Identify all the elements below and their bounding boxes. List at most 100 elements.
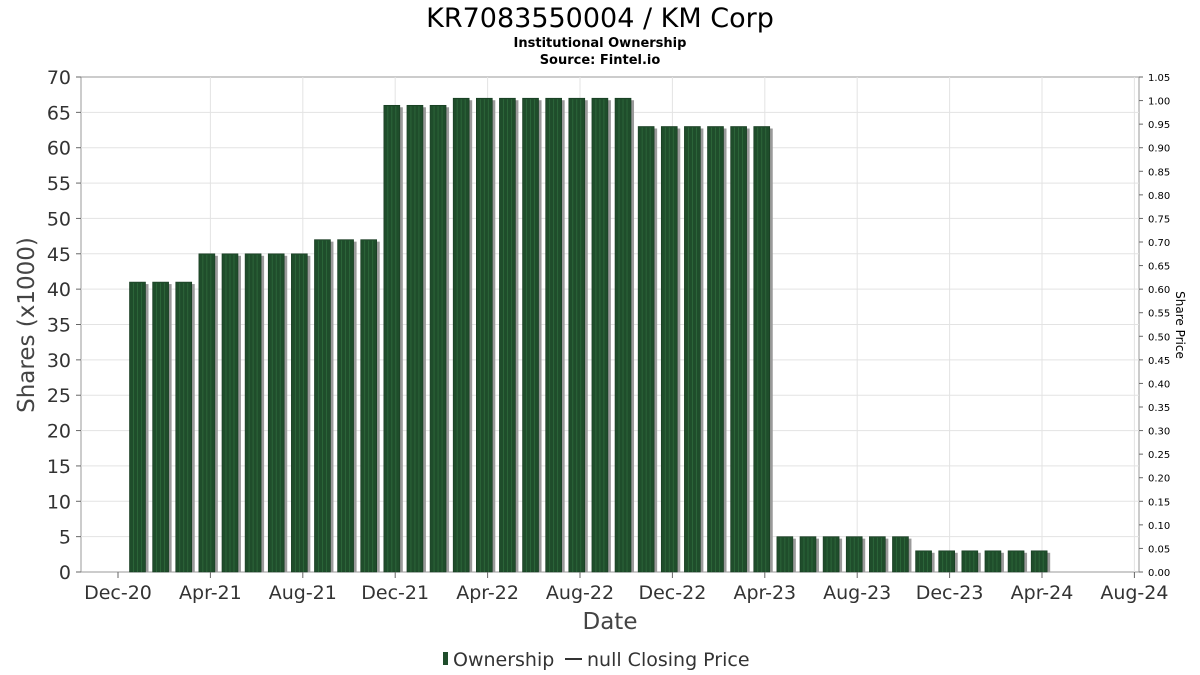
ownership-bar	[591, 97, 611, 573]
y-axis-label: Shares (x1000)	[14, 237, 40, 413]
ownership-bar	[198, 253, 218, 573]
ownership-bar	[406, 104, 426, 573]
y2-axis-label: Share Price	[1173, 291, 1187, 359]
ownership-bar	[267, 253, 288, 573]
ownership-bar	[753, 126, 773, 573]
ownership-bar	[175, 281, 195, 573]
x-tick-label: Aug-21	[269, 582, 337, 604]
y-tick-label: 10	[47, 491, 71, 513]
ownership-bar	[776, 536, 796, 573]
x-tick-label: Apr-23	[733, 582, 796, 604]
y2-tick-label: 0.55	[1148, 309, 1170, 320]
x-tick-label: Aug-22	[546, 582, 614, 604]
ownership-bar	[660, 126, 681, 573]
y2-tick-label: 0.65	[1148, 262, 1170, 273]
x-tick-label: Apr-22	[456, 582, 519, 604]
x-tick-label: Aug-23	[823, 582, 891, 604]
legend: Ownership null Closing Price	[443, 649, 750, 671]
y2-tick-label: 0.75	[1148, 214, 1170, 225]
ownership-bar	[129, 281, 149, 573]
bars-layer	[129, 97, 1051, 573]
ownership-bar	[429, 104, 450, 573]
y2-tick-label: 0.10	[1148, 521, 1170, 532]
y-tick-label: 45	[47, 244, 71, 266]
y-tick-label: 0	[59, 562, 71, 584]
ownership-bar	[1007, 550, 1028, 573]
ownership-bar	[568, 97, 588, 573]
chart-subtitle-line-2: Source: Fintel.io	[540, 53, 661, 68]
ownership-bar	[522, 97, 542, 573]
y2-tick-label: 0.90	[1148, 144, 1170, 155]
x-tick-label: Aug-24	[1100, 582, 1168, 604]
ownership-bar	[961, 550, 981, 573]
legend-ownership-swatch	[443, 652, 448, 665]
ownership-bar	[383, 104, 403, 573]
ownership-bar	[684, 126, 704, 573]
y-tick-label: 15	[47, 456, 71, 478]
ownership-bar	[984, 550, 1004, 573]
y-tick-label: 40	[47, 279, 71, 301]
x-axis-label: Date	[583, 609, 638, 635]
y2-tick-label: 1.00	[1148, 97, 1170, 108]
y2-tick-label: 0.70	[1148, 238, 1170, 249]
ownership-bar	[337, 239, 357, 573]
ownership-bar	[637, 126, 658, 573]
y2-tick-label: 0.35	[1148, 403, 1170, 414]
legend-ownership-label: Ownership	[453, 649, 554, 671]
y2-tick-label: 0.45	[1148, 356, 1170, 367]
y2-axis-ticks: 0.00 0.05 0.10 0.15 0.20 0.25 0.30 0.35 0.40 0.45…	[1139, 73, 1170, 579]
ownership-bar	[1030, 550, 1051, 573]
y-tick-label: 65	[47, 102, 71, 124]
y2-tick-label: 1.05	[1148, 73, 1170, 84]
ownership-bar	[545, 97, 565, 573]
x-tick-label: Dec-21	[361, 582, 429, 604]
y2-tick-label: 0.95	[1148, 120, 1170, 131]
x-tick-label: Apr-21	[179, 582, 242, 604]
y-tick-label: 20	[47, 421, 71, 443]
y-tick-label: 35	[47, 315, 71, 337]
ownership-bar	[221, 253, 241, 573]
x-tick-label: Apr-24	[1011, 582, 1074, 604]
x-tick-label: Dec-20	[84, 582, 152, 604]
chart-title: KR7083550004 / KM Corp	[426, 3, 774, 34]
y2-tick-label: 0.40	[1148, 379, 1170, 390]
ownership-bar	[499, 97, 519, 573]
ownership-bar	[822, 536, 843, 573]
y-tick-label: 25	[47, 385, 71, 407]
ownership-bar	[452, 97, 473, 573]
ownership-bar	[475, 97, 496, 573]
y2-tick-label: 0.20	[1148, 474, 1170, 485]
x-tick-label: Dec-23	[916, 582, 984, 604]
x-tick-label: Dec-22	[638, 582, 706, 604]
ownership-bar	[152, 281, 172, 573]
legend-closing-price-label: null Closing Price	[587, 649, 750, 671]
ownership-bar	[244, 253, 265, 573]
ownership-bar	[730, 126, 750, 573]
y-tick-label: 60	[47, 138, 71, 160]
y2-tick-label: 0.00	[1148, 568, 1170, 579]
y2-tick-label: 0.25	[1148, 450, 1170, 461]
ownership-bar	[845, 536, 866, 573]
y-tick-label: 70	[47, 67, 71, 89]
ownership-bar	[314, 239, 334, 573]
ownership-bar	[869, 536, 889, 573]
y-tick-label: 30	[47, 350, 71, 372]
y-tick-label: 50	[47, 208, 71, 230]
ownership-bar	[614, 97, 635, 573]
y2-tick-label: 0.60	[1148, 285, 1170, 296]
y-tick-label: 55	[47, 173, 71, 195]
y-tick-label: 5	[59, 527, 71, 549]
ownership-bar	[799, 536, 819, 573]
y2-tick-label: 0.15	[1148, 497, 1170, 508]
y2-tick-label: 0.30	[1148, 427, 1170, 438]
ownership-bar	[938, 550, 958, 573]
y2-tick-label: 0.05	[1148, 544, 1170, 555]
ownership-bar	[892, 536, 912, 573]
y2-tick-label: 0.85	[1148, 167, 1170, 178]
ownership-bar	[707, 126, 727, 573]
ownership-bar	[360, 239, 380, 573]
y2-tick-label: 0.80	[1148, 191, 1170, 202]
y-axis-ticks: 0 5 10 15 20 25 30 35 40 45 50 55 60 65 70	[47, 67, 81, 584]
chart-subtitle-line-1: Institutional Ownership	[514, 36, 687, 51]
